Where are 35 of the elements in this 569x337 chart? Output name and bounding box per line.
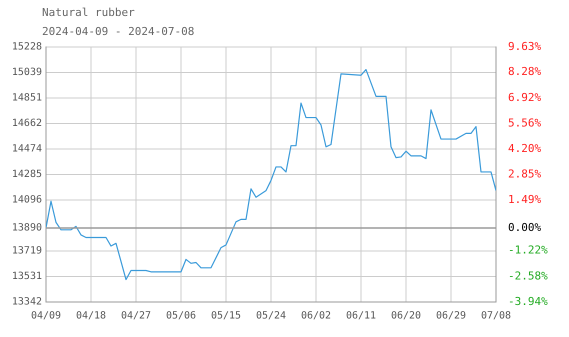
- y2-tick-label: 0.00%: [508, 220, 542, 234]
- x-tick-label: 05/06: [166, 310, 196, 322]
- y2-tick-label: 5.56%: [508, 116, 542, 130]
- y-tick-label: 14474: [12, 144, 42, 155]
- chart-title: Natural rubber: [42, 6, 135, 19]
- y-tick-label: 14662: [12, 118, 42, 130]
- x-tick-label: 06/02: [300, 310, 332, 322]
- y2-tick-label: -3.94%: [508, 294, 548, 308]
- x-tick-label: 05/24: [256, 310, 286, 322]
- y-tick-label: 15039: [12, 67, 42, 78]
- y-tick-label: 13342: [12, 296, 42, 308]
- y-tick-label: 14096: [12, 194, 42, 206]
- y-tick-label: 14285: [12, 169, 42, 180]
- chart-subtitle: 2024-04-09 - 2024-07-08: [42, 25, 194, 38]
- x-tick-label: 06/29: [436, 310, 466, 322]
- y2-tick-label: 6.92%: [508, 90, 542, 104]
- y2-tick-label: 2.85%: [508, 167, 542, 180]
- y-tick-label: 13890: [12, 222, 42, 234]
- x-tick-label: 07/08: [480, 310, 512, 322]
- x-tick-label: 04/27: [120, 310, 152, 322]
- y2-tick-label: 8.28%: [508, 65, 542, 78]
- x-tick-label: 05/15: [210, 310, 242, 322]
- y-tick-label: 15228: [12, 42, 42, 53]
- y-tick-label: 13531: [12, 271, 42, 282]
- y2-tick-label: -1.22%: [508, 244, 548, 257]
- y2-tick-label: 4.20%: [508, 142, 542, 155]
- y2-tick-label: 9.63%: [508, 40, 542, 53]
- x-tick-label: 04/09: [30, 310, 62, 322]
- y-tick-label: 13719: [12, 246, 42, 257]
- y-tick-label: 14851: [12, 92, 42, 104]
- y2-tick-label: -2.58%: [508, 269, 548, 282]
- x-tick-label: 06/11: [346, 310, 376, 322]
- x-tick-label: 06/20: [390, 310, 422, 322]
- y2-tick-label: 1.49%: [508, 192, 542, 206]
- x-tick-label: 04/18: [76, 310, 106, 322]
